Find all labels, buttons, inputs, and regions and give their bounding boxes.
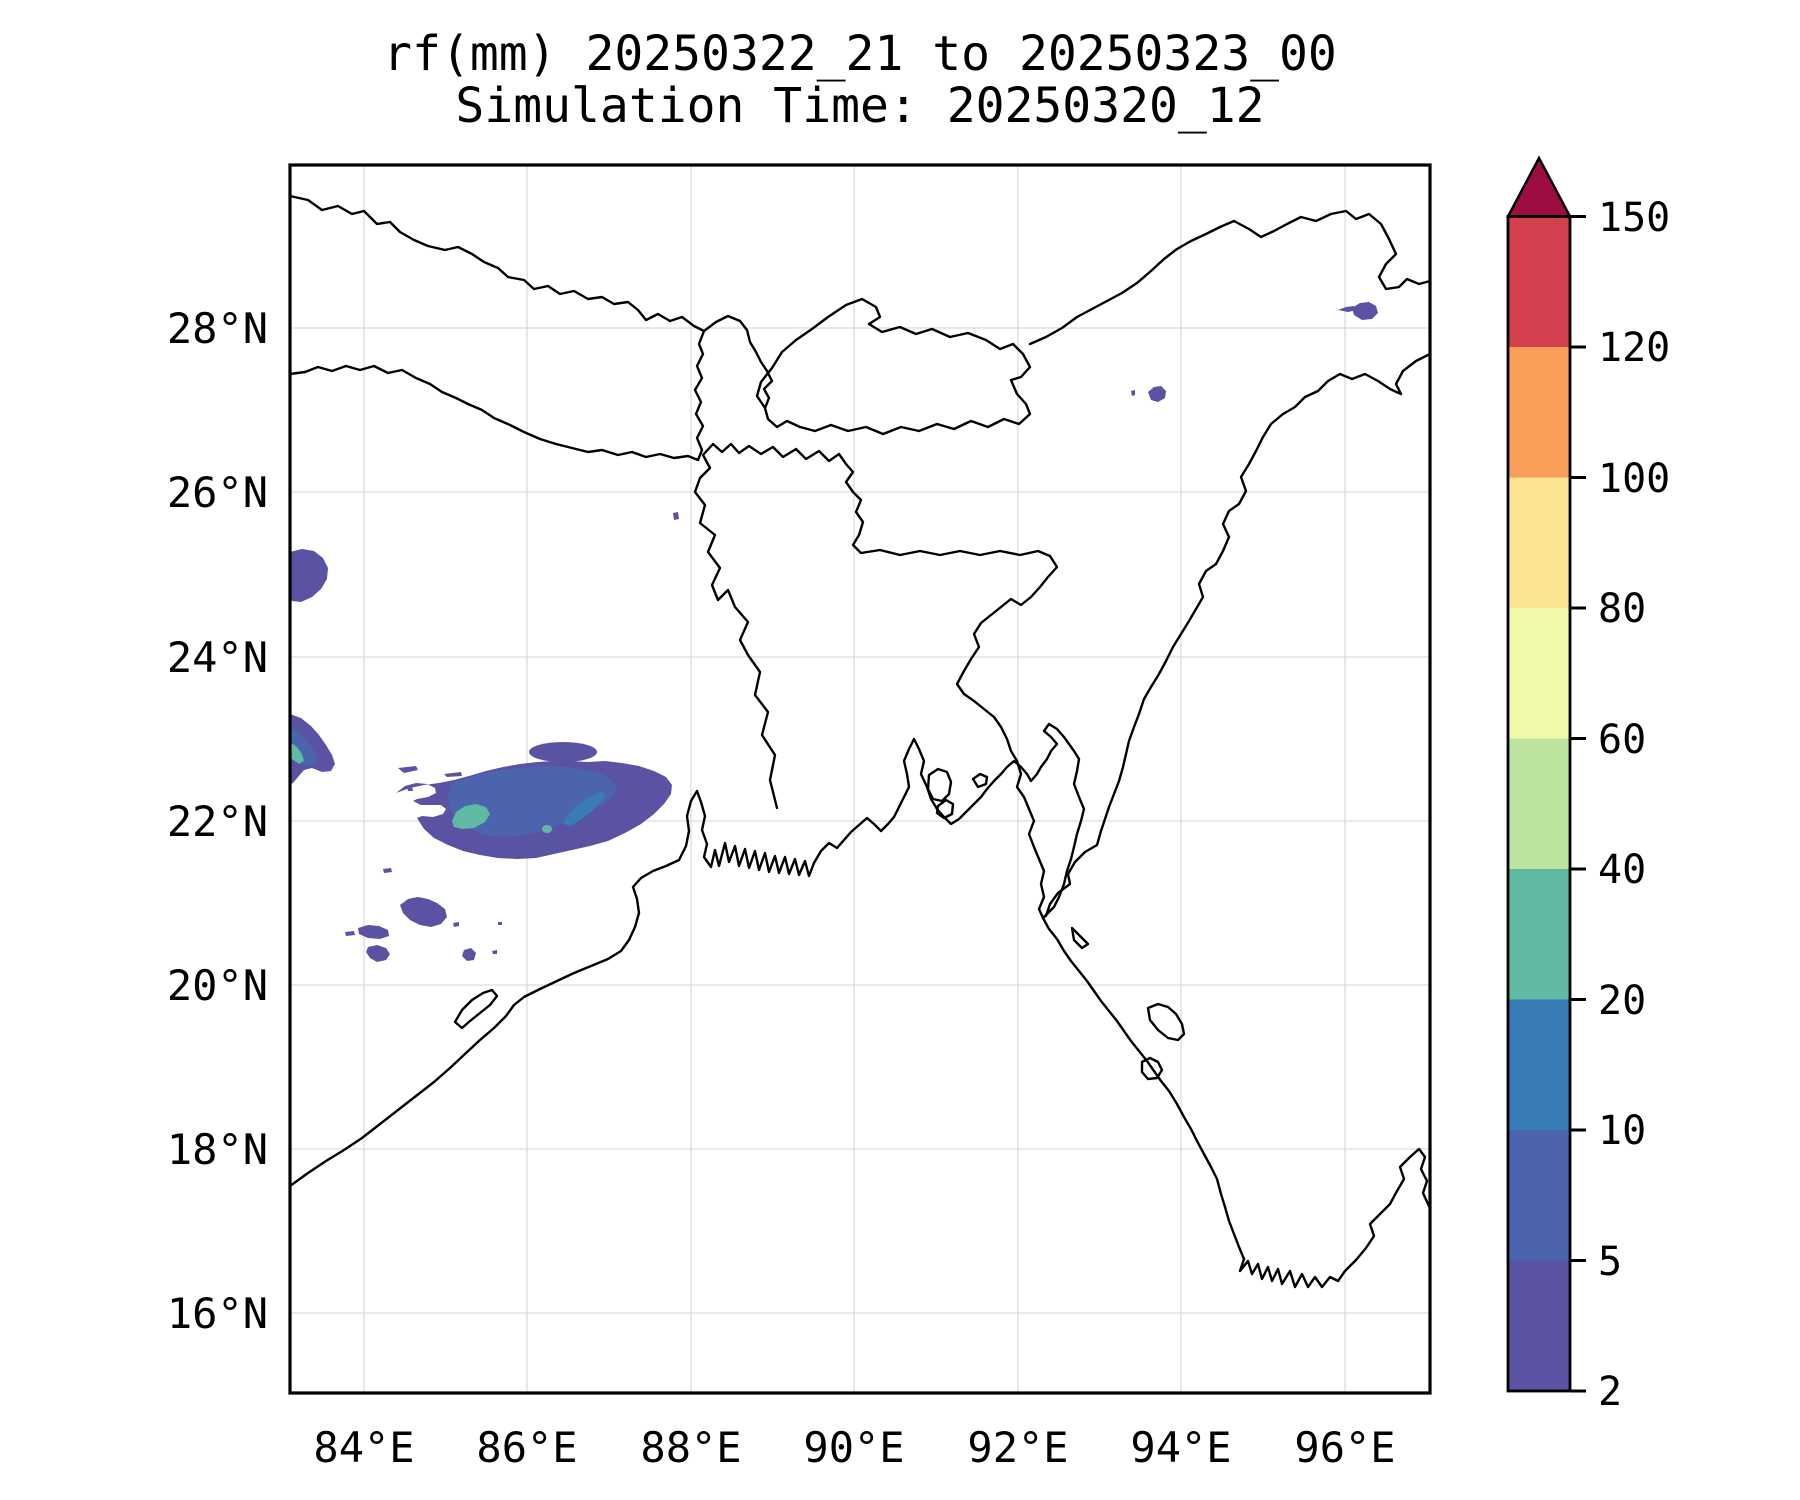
bangladesh-border: [693, 442, 1059, 920]
y-tick: 24°N: [167, 633, 268, 682]
x-tick: 94°E: [1130, 1423, 1231, 1472]
y-tick: 16°N: [167, 1289, 268, 1338]
y-axis-labels: 28°N 26°N 24°N 22°N 20°N 18°N 16°N: [167, 304, 268, 1338]
rain-cell-cluster-c: [345, 931, 355, 936]
colorbar-tick-label: 60: [1598, 717, 1646, 763]
meghna-island: [971, 772, 989, 789]
rain-cell-28n-tail: [1338, 306, 1356, 312]
rain-patch-band-above: [529, 742, 597, 762]
coastline: [288, 722, 1432, 1289]
colorbar-segment: [1508, 869, 1570, 1000]
colorbar-segment: [1508, 477, 1570, 608]
rain-patch-main-streak: [564, 792, 605, 826]
x-tick: 84°E: [313, 1423, 414, 1472]
rain-patch-left-25n: [290, 549, 328, 602]
nepal-india-border: [288, 329, 706, 462]
rainfall-contours: [290, 302, 1378, 962]
rain-cell-cluster-b: [358, 925, 389, 939]
rain-patch-left-23n-core: [290, 742, 304, 764]
x-tick: 92°E: [967, 1423, 1068, 1472]
colorbar-segment: [1508, 738, 1570, 869]
x-tick: 88°E: [640, 1423, 741, 1472]
colorbar-tick-label: 5: [1598, 1239, 1622, 1285]
rain-speck: [492, 950, 497, 954]
rain-speck: [453, 922, 459, 927]
rain-cell-cluster-a: [400, 897, 447, 927]
x-tick: 90°E: [803, 1423, 904, 1472]
colorbar-ticks: [1570, 215, 1586, 1393]
x-tick: 86°E: [476, 1423, 577, 1472]
colorbar-tick-label: 2: [1598, 1369, 1622, 1415]
colorbar-segment: [1508, 1260, 1570, 1391]
chittagong-islet: [1070, 926, 1090, 950]
colorbar-segment: [1508, 216, 1570, 347]
colorbar-tick-label: 120: [1598, 325, 1670, 371]
meghna-island: [935, 798, 955, 820]
rain-speck: [1131, 390, 1135, 396]
colorbar-tick-label: 40: [1598, 847, 1646, 893]
colorbar-tick-label: 20: [1598, 978, 1646, 1024]
colorbar-overflow-arrow: [1505, 155, 1573, 218]
colorbar-segment: [1508, 999, 1570, 1130]
meghna-island: [926, 767, 953, 803]
title-simulation-time: Simulation Time: 20250320_12: [455, 78, 1265, 134]
rain-speck: [398, 766, 418, 773]
rain-cell-cluster-d: [366, 945, 390, 962]
gridlines: [290, 165, 1430, 1393]
x-axis-labels: 84°E 86°E 88°E 90°E 92°E 94°E 96°E: [313, 1423, 1395, 1472]
y-tick: 18°N: [167, 1125, 268, 1174]
cheduba-island: [1140, 1056, 1164, 1081]
colorbar-tick-label: 10: [1598, 1108, 1646, 1154]
colorbar: 150 120 100 80 60 40 20 10 5 2: [1505, 155, 1670, 1415]
colorbar-tick-label: 80: [1598, 586, 1646, 632]
nepal-china-border: [288, 194, 706, 333]
rain-patch-main-core: [452, 804, 490, 829]
title-period: rf(mm) 20250322_21 to 20250323_00: [383, 26, 1337, 82]
rain-cell-28n: [1352, 302, 1378, 320]
colorbar-segment: [1508, 608, 1570, 739]
map-outlines: [288, 194, 1432, 1289]
chilika-lagoon: [453, 988, 499, 1030]
rain-speck-26n: [673, 512, 679, 520]
india-myanmar-border: [1044, 352, 1432, 918]
plot-title: rf(mm) 20250322_21 to 20250323_00 Simula…: [40, 28, 1680, 132]
sikkim-chumbi-border: [702, 314, 774, 410]
x-tick: 96°E: [1294, 1423, 1395, 1472]
plot-frame: [288, 163, 1432, 1395]
colorbar-labels: 150 120 100 80 60 40 20 10 5 2: [1598, 195, 1670, 1415]
china-arunachal-border: [1028, 209, 1432, 346]
y-tick: 20°N: [167, 961, 268, 1010]
bhutan-border: [755, 297, 1032, 436]
y-tick: 28°N: [167, 304, 268, 353]
colorbar-segment: [1508, 1130, 1570, 1261]
y-tick: 22°N: [167, 797, 268, 846]
colorbar-tick-label: 100: [1598, 456, 1670, 502]
rain-speck: [498, 922, 502, 925]
rain-speck: [407, 786, 413, 791]
rain-cell-27n: [1148, 386, 1166, 402]
rain-patch-main-dot: [542, 825, 552, 833]
colorbar-segment: [1508, 347, 1570, 478]
y-tick: 26°N: [167, 468, 268, 517]
colorbar-outline: [1506, 215, 1572, 1393]
rain-cell-cluster-e: [462, 948, 476, 961]
rain-patch-main-inner: [447, 766, 617, 837]
rain-speck: [444, 772, 462, 777]
colorbar-tick-label: 150: [1598, 195, 1670, 241]
ramree-island: [1146, 1002, 1186, 1042]
rain-speck: [383, 868, 392, 873]
